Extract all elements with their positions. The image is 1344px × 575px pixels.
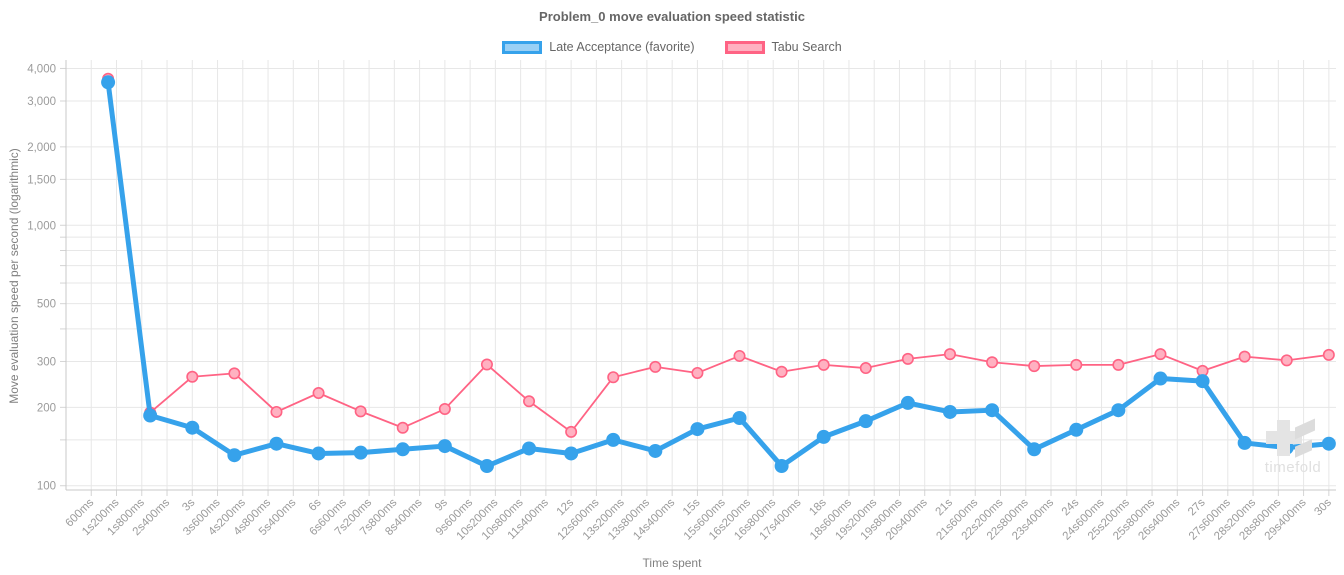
data-point[interactable] [775, 365, 788, 378]
chart-title: Problem_0 move evaluation speed statisti… [539, 9, 805, 24]
data-point[interactable] [1070, 358, 1083, 371]
data-point[interactable] [227, 448, 242, 463]
y-tick-label: 1,000 [27, 220, 56, 232]
data-point[interactable] [186, 370, 199, 383]
data-point[interactable] [1069, 422, 1084, 437]
legend-swatch-tabu-search [724, 40, 765, 54]
data-point[interactable] [523, 395, 536, 408]
data-point[interactable] [942, 404, 957, 419]
y-tick-label: 300 [37, 356, 56, 368]
series-late-acceptance-line [105, 79, 1332, 469]
data-point[interactable] [858, 414, 873, 429]
data-point[interactable] [649, 360, 662, 373]
data-point[interactable] [480, 358, 493, 371]
data-point[interactable] [943, 348, 956, 361]
data-point[interactable] [143, 408, 158, 423]
data-point[interactable] [185, 420, 200, 435]
data-point[interactable] [733, 349, 746, 362]
x-axis-title: Time spent [642, 556, 702, 570]
y-tick-label: 100 [37, 481, 56, 493]
legend-item-late-acceptance[interactable]: Late Acceptance (favorite) [502, 40, 695, 54]
y-tick-label: 3,000 [27, 96, 56, 108]
x-tick-label: 27s [1186, 496, 1208, 518]
data-point[interactable] [691, 366, 704, 379]
data-point[interactable] [732, 410, 747, 425]
x-tick-label: 15s [681, 496, 703, 518]
x-tick-label: 12s [555, 496, 577, 518]
y-axis-title: Move evaluation speed per second (logari… [7, 148, 21, 404]
data-point[interactable] [1279, 440, 1294, 455]
y-tick-label: 200 [37, 402, 56, 414]
data-point[interactable] [1111, 403, 1126, 418]
data-point[interactable] [437, 439, 452, 454]
data-point[interactable] [270, 405, 283, 418]
data-point[interactable] [901, 352, 914, 365]
legend-item-tabu-search[interactable]: Tabu Search [724, 40, 842, 54]
legend-label: Tabu Search [771, 40, 842, 54]
legend-label: Late Acceptance (favorite) [549, 40, 695, 54]
data-point[interactable] [774, 459, 789, 474]
x-tick-label: 9s [433, 496, 450, 513]
y-tick-label: 1,500 [27, 174, 56, 186]
data-point[interactable] [1028, 360, 1041, 373]
data-point[interactable] [311, 446, 326, 461]
x-tick-label: 21s [934, 496, 956, 518]
series-tabu-search [102, 72, 1335, 438]
x-tick-label: 3s [180, 496, 197, 513]
data-point[interactable] [986, 356, 999, 369]
data-point[interactable] [859, 362, 872, 375]
chart-legend: Late Acceptance (favorite) Tabu Search [0, 40, 1344, 54]
data-point[interactable] [1237, 435, 1252, 450]
data-point[interactable] [564, 446, 579, 461]
data-point[interactable] [1321, 436, 1336, 451]
y-tick-label: 500 [37, 299, 56, 311]
data-point[interactable] [1153, 371, 1168, 386]
data-point[interactable] [565, 425, 578, 438]
data-point[interactable] [1238, 350, 1251, 363]
data-point[interactable] [690, 422, 705, 437]
x-tick-label: 18s [807, 496, 829, 518]
data-point[interactable] [101, 75, 116, 90]
series-tabu-search-line [107, 77, 1330, 433]
data-point[interactable] [817, 358, 830, 371]
data-point[interactable] [228, 367, 241, 380]
x-tick-label: 24s [1060, 496, 1082, 518]
x-tick-label: 6s [307, 496, 324, 513]
y-tick-label: 2,000 [27, 142, 56, 154]
data-point[interactable] [1027, 442, 1042, 457]
data-point[interactable] [1195, 374, 1210, 389]
x-tick-label: 30s [1312, 496, 1334, 518]
data-point[interactable] [985, 403, 1000, 418]
y-tick-label: 4,000 [27, 63, 56, 75]
data-point[interactable] [648, 443, 663, 458]
legend-swatch-late-acceptance [502, 40, 543, 54]
series-late-acceptance [101, 75, 1336, 474]
data-point[interactable] [816, 429, 831, 444]
data-point[interactable] [1112, 358, 1125, 371]
data-point[interactable] [606, 432, 621, 447]
data-point[interactable] [607, 371, 620, 384]
data-point[interactable] [1322, 348, 1335, 361]
data-point[interactable] [395, 442, 410, 457]
data-point[interactable] [1280, 354, 1293, 367]
data-point[interactable] [269, 436, 284, 451]
data-point[interactable] [900, 395, 915, 410]
data-point[interactable] [353, 445, 368, 460]
data-point[interactable] [438, 403, 451, 416]
data-point[interactable] [312, 387, 325, 400]
data-point[interactable] [396, 421, 409, 434]
data-point[interactable] [522, 441, 537, 456]
data-point[interactable] [479, 459, 494, 474]
data-point[interactable] [354, 405, 367, 418]
data-point[interactable] [1154, 348, 1167, 361]
